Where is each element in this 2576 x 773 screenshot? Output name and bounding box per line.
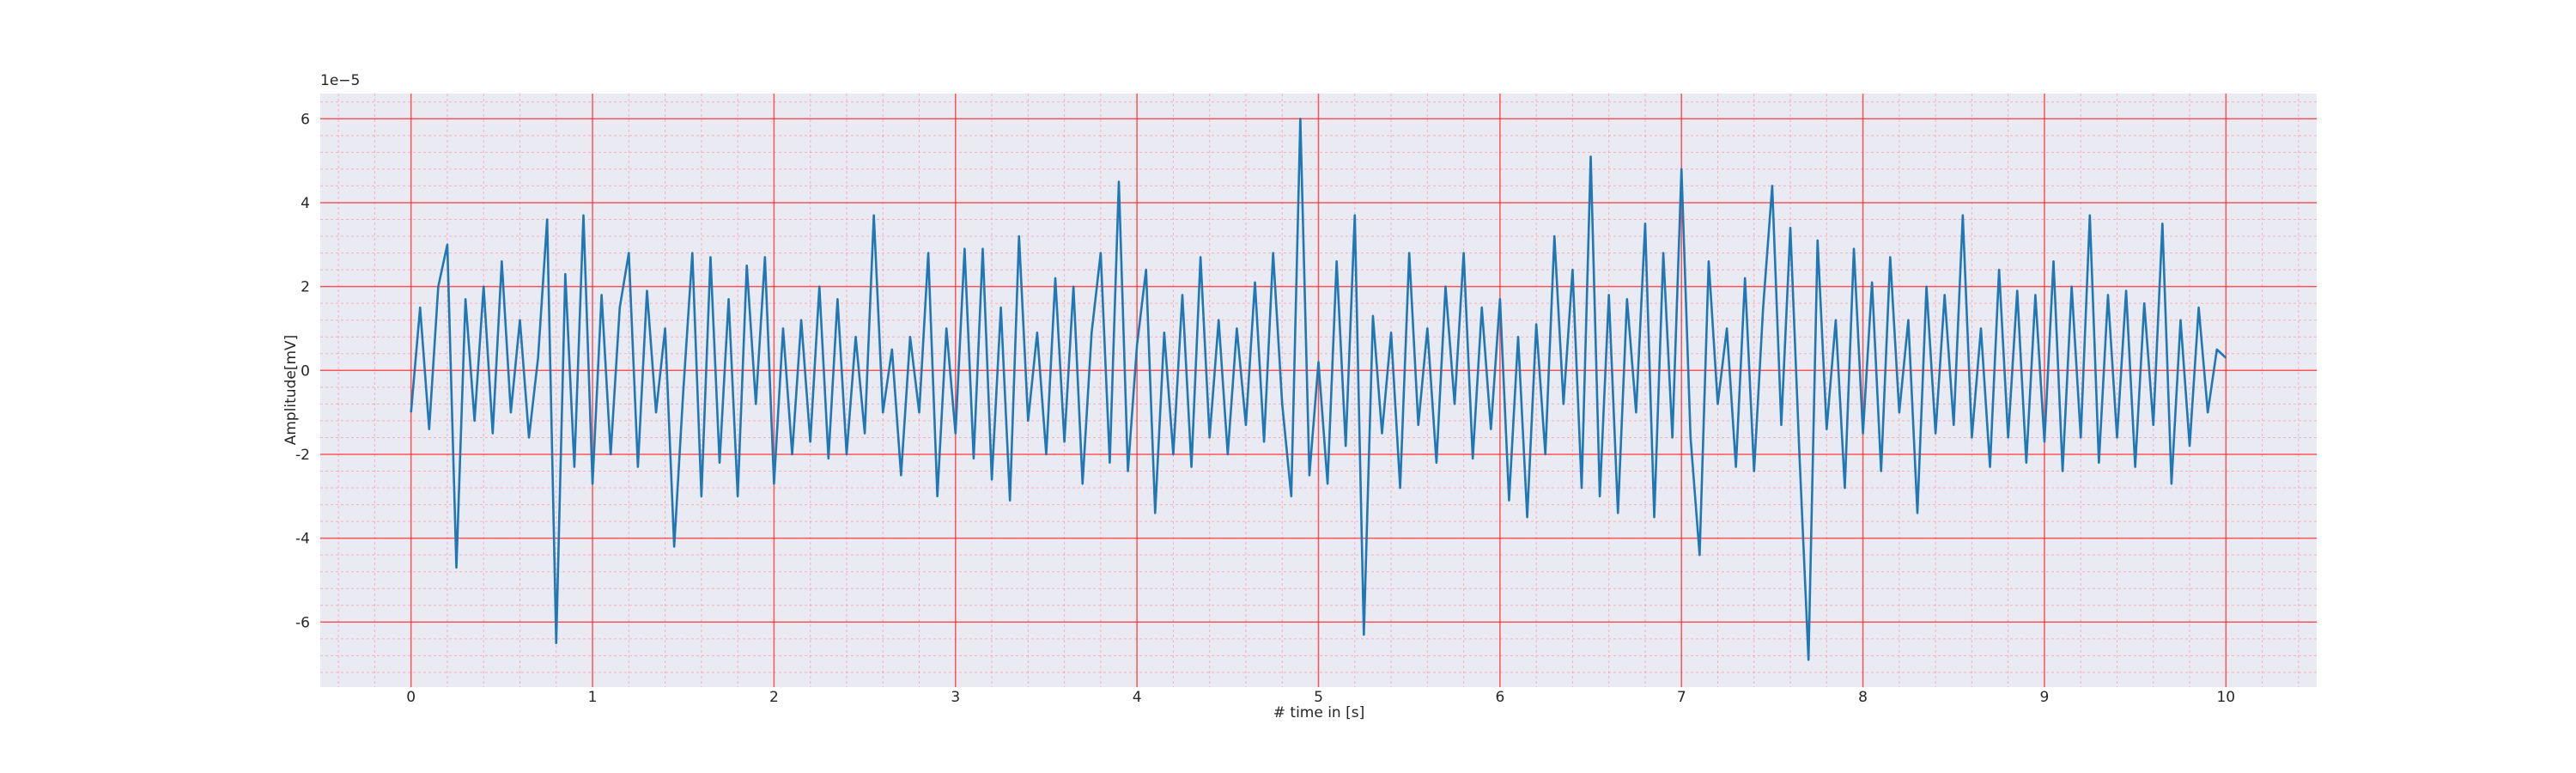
x-tick-label: 6: [1495, 689, 1504, 706]
x-tick-label: 1: [588, 689, 598, 706]
labels: 1e−5 # time in [s] Amplitude[mV] 0 1 2 3 4 5 6…: [283, 72, 2235, 721]
x-tick-label: 10: [2216, 689, 2235, 706]
y-tick-label: 0: [301, 362, 310, 380]
offset-label: 1e−5: [320, 72, 360, 89]
x-tick-label: 8: [1858, 689, 1868, 706]
x-tick-label: 5: [1314, 689, 1323, 706]
plot-area: [410, 118, 2227, 661]
x-tick-label: 3: [951, 689, 960, 706]
x-tick-label: 0: [406, 689, 416, 706]
y-tick-label: -6: [295, 614, 310, 631]
y-tick-label: -4: [295, 531, 310, 548]
grid: [320, 94, 2317, 687]
y-tick-label: 6: [301, 111, 310, 128]
x-tick-label: 2: [769, 689, 779, 706]
signal-line: [410, 118, 2227, 661]
y-axis-label: Amplitude[mV]: [283, 335, 300, 446]
x-tick-label: 4: [1133, 689, 1142, 706]
y-tick-label: -2: [295, 447, 310, 464]
y-tick-label: 2: [301, 279, 310, 296]
x-axis-label: # time in [s]: [1273, 704, 1364, 721]
x-tick-label: 9: [2040, 689, 2050, 706]
x-tick-label: 7: [1677, 689, 1686, 706]
y-tick-label: 4: [301, 195, 310, 212]
